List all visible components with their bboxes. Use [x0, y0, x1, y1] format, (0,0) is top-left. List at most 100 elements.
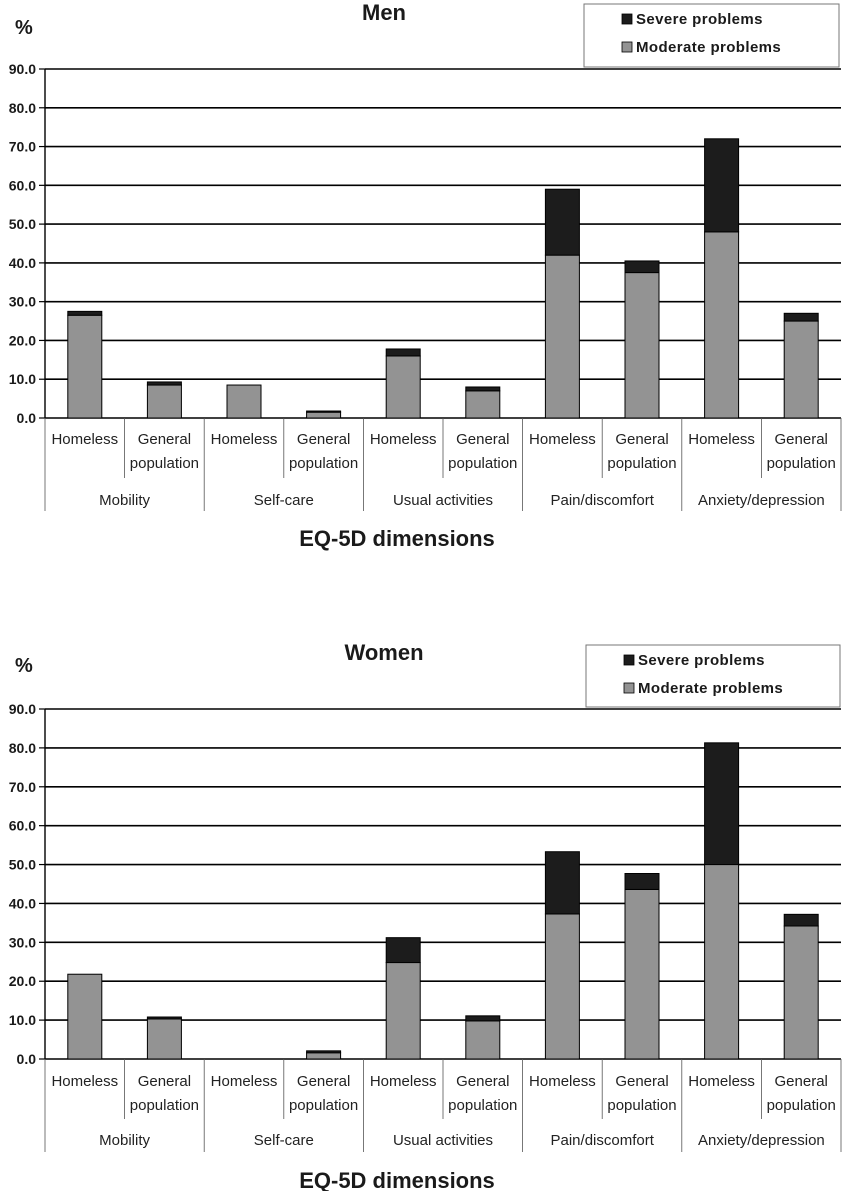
bar-moderate: [465, 1020, 501, 1060]
y-tick-label: 30.0: [9, 294, 36, 310]
y-tick-label: 20.0: [9, 973, 36, 989]
bar-severe: [465, 1015, 501, 1022]
x-subcategory-label: Homeless: [51, 1073, 118, 1090]
x-subcategory-label: General: [456, 431, 509, 448]
bar-severe: [624, 873, 660, 890]
x-subcategory-label: population: [130, 455, 199, 472]
x-subcategory-label: population: [448, 1097, 517, 1114]
x-subcategory-label: population: [130, 1097, 199, 1114]
x-subcategory-label: General: [775, 1073, 828, 1090]
chart-panel-women: 0.0 10.0 20.0 30.0 40.0 50.0 60.0 70.0 80.0 90.0 H…: [9, 640, 842, 1191]
legend-swatch: [621, 41, 633, 53]
bar-severe: [783, 913, 819, 927]
x-group-label: Self-care: [254, 1132, 314, 1149]
x-subcategory-label: Homeless: [211, 431, 278, 448]
x-axis-title: EQ-5D dimensions: [299, 1168, 495, 1191]
y-tick-label: 60.0: [9, 818, 36, 834]
x-subcategory-label: population: [767, 1097, 836, 1114]
bar-severe: [146, 1016, 182, 1020]
x-subcategory-label: Homeless: [370, 431, 437, 448]
x-group-label: Pain/discomfort: [551, 492, 655, 509]
y-tick-label: 0.0: [17, 1051, 37, 1067]
x-subcategory-label: General: [297, 1073, 350, 1090]
bar-moderate: [146, 384, 182, 419]
x-group-label: Usual activities: [393, 1132, 493, 1149]
x-group-label: Pain/discomfort: [551, 1132, 655, 1149]
x-subcategory-label: General: [615, 431, 668, 448]
legend-label: Moderate problems: [636, 39, 781, 56]
y-tick-label: 90.0: [9, 701, 36, 717]
x-subcategory-label: population: [289, 1097, 358, 1114]
bar-moderate: [306, 411, 342, 419]
chart-title: Women: [344, 640, 423, 665]
x-axis-title: EQ-5D dimensions: [299, 526, 495, 551]
bar-severe: [544, 188, 580, 256]
y-tick-label: 90.0: [9, 61, 36, 77]
y-tick-label: 70.0: [9, 779, 36, 795]
bar-moderate: [624, 272, 660, 419]
x-group-label: Anxiety/depression: [698, 492, 825, 509]
x-subcategory-label: General: [297, 431, 350, 448]
bar-moderate: [306, 1052, 342, 1060]
bar-moderate: [624, 888, 660, 1060]
x-subcategory-label: Homeless: [529, 1073, 596, 1090]
bar-moderate: [704, 231, 740, 419]
bar-moderate: [544, 913, 580, 1060]
x-subcategory-label: Homeless: [51, 431, 118, 448]
legend-swatch: [623, 682, 635, 694]
bar-severe: [704, 742, 740, 866]
x-subcategory-label: Homeless: [688, 1073, 755, 1090]
bar-moderate: [783, 320, 819, 419]
chart-title: Men: [362, 0, 406, 25]
legend-label: Severe problems: [636, 11, 763, 28]
x-subcategory-label: population: [448, 455, 517, 472]
y-tick-label: 40.0: [9, 255, 36, 271]
y-axis-unit: %: [15, 17, 33, 39]
x-subcategory-label: Homeless: [529, 431, 596, 448]
y-tick-label: 60.0: [9, 177, 36, 193]
bar-moderate: [385, 962, 421, 1060]
bar-moderate: [67, 973, 103, 1060]
x-subcategory-label: population: [607, 455, 676, 472]
bar-severe: [306, 1050, 342, 1054]
x-subcategory-label: General: [456, 1073, 509, 1090]
bar-severe: [624, 260, 660, 274]
y-tick-label: 70.0: [9, 139, 36, 155]
x-subcategory-label: General: [138, 1073, 191, 1090]
x-subcategory-label: Homeless: [370, 1073, 437, 1090]
bar-moderate: [67, 314, 103, 419]
bar-moderate: [704, 864, 740, 1060]
y-tick-label: 0.0: [17, 410, 37, 426]
y-tick-label: 80.0: [9, 740, 36, 756]
x-subcategory-label: population: [767, 455, 836, 472]
x-subcategory-label: General: [775, 431, 828, 448]
bar-moderate: [226, 384, 262, 419]
bar-severe: [385, 348, 421, 357]
bar-moderate: [465, 390, 501, 419]
legend-swatch: [621, 13, 633, 25]
bar-moderate: [146, 1018, 182, 1060]
bar-severe: [385, 937, 421, 964]
bar-severe: [704, 138, 740, 233]
bar-severe: [146, 381, 182, 386]
bar-severe: [67, 310, 103, 316]
bar-severe: [306, 410, 342, 413]
x-subcategory-label: Homeless: [688, 431, 755, 448]
y-tick-label: 20.0: [9, 332, 36, 348]
legend-label: Severe problems: [638, 652, 765, 669]
bar-moderate: [783, 925, 819, 1060]
y-tick-label: 10.0: [9, 1012, 36, 1028]
bar-moderate: [544, 254, 580, 419]
y-tick-label: 50.0: [9, 216, 36, 232]
legend-swatch: [623, 654, 635, 666]
x-subcategory-label: General: [138, 431, 191, 448]
y-tick-label: 50.0: [9, 857, 36, 873]
bar-severe: [465, 386, 501, 392]
x-subcategory-label: Homeless: [211, 1073, 278, 1090]
y-tick-label: 10.0: [9, 371, 36, 387]
x-group-label: Self-care: [254, 492, 314, 509]
x-group-label: Anxiety/depression: [698, 1132, 825, 1149]
x-group-label: Usual activities: [393, 492, 493, 509]
y-tick-label: 30.0: [9, 934, 36, 950]
